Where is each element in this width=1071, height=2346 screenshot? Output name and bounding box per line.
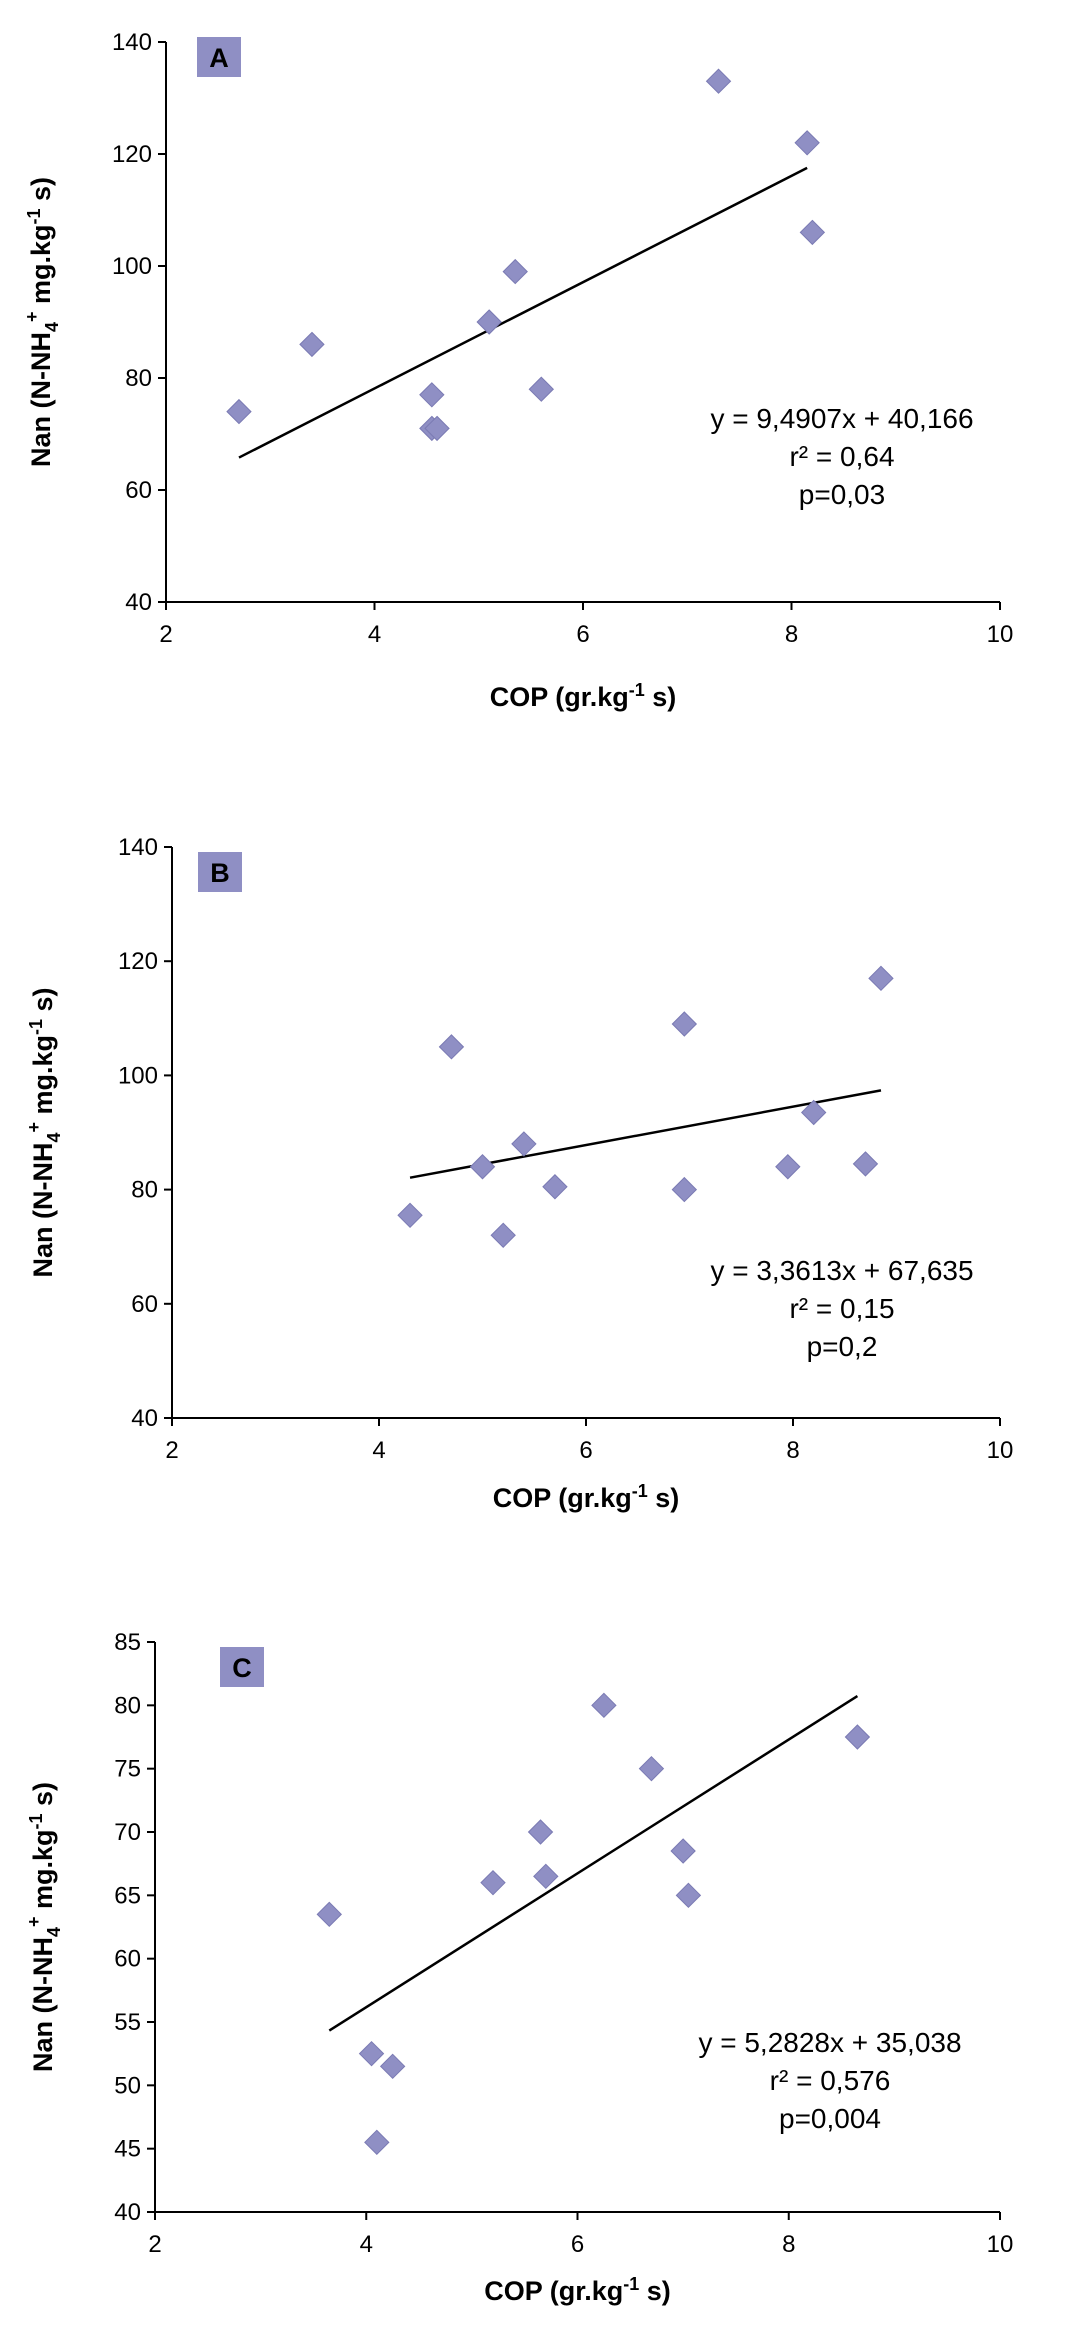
y-tick-label: 80 <box>125 365 152 392</box>
panel-badge <box>220 1647 264 1687</box>
data-point <box>868 965 894 992</box>
y-tick-label: 100 <box>118 1062 158 1089</box>
data-point <box>671 1176 698 1203</box>
data-point <box>316 1901 342 1928</box>
data-point <box>527 1819 554 1845</box>
x-tick-label: 8 <box>785 621 798 648</box>
y-tick-label: 60 <box>131 1291 158 1318</box>
p-value: p=0,2 <box>807 1331 878 1362</box>
y-tick-label: 70 <box>114 1819 141 1846</box>
y-tick-label: 65 <box>114 1882 141 1909</box>
x-tick-label: 10 <box>987 1437 1014 1464</box>
y-tick-label: 85 <box>114 1629 141 1656</box>
x-tick-label: 6 <box>576 621 589 648</box>
data-point <box>490 1222 516 1248</box>
data-point <box>542 1174 568 1200</box>
data-point <box>358 2040 385 2067</box>
p-value: p=0,004 <box>779 2103 881 2134</box>
y-tick-label: 45 <box>114 2136 141 2163</box>
y-tick-label: 55 <box>114 2009 141 2036</box>
panel-label: C <box>232 1653 252 1683</box>
p-value: p=0,03 <box>799 479 885 510</box>
x-tick-label: 2 <box>159 621 172 648</box>
x-tick-label: 2 <box>148 2231 161 2258</box>
data-point <box>397 1202 423 1229</box>
data-point <box>379 2053 406 2080</box>
y-tick-label: 75 <box>114 1756 141 1783</box>
data-point <box>299 331 325 358</box>
x-tick-label: 4 <box>372 1437 385 1464</box>
y-tick-label: 80 <box>131 1177 158 1204</box>
x-tick-label: 4 <box>360 2231 373 2258</box>
x-tick-label: 6 <box>579 1437 592 1464</box>
y-tick-label: 140 <box>118 834 158 861</box>
chart-panel-c: 40 45 50 55 60 65 70 75 80 85 2 4 6 8 10 COP (gr.kg-1 s… <box>24 1629 1013 2306</box>
regression-equation: y = 5,2828x + 35,038 <box>698 2027 961 2058</box>
data-point <box>775 1154 801 1180</box>
x-axis-title: COP (gr.kg-1 s) <box>484 2274 671 2306</box>
y-tick-label: 50 <box>114 2072 141 2099</box>
data-point <box>533 1863 559 1890</box>
data-point <box>438 1034 465 1060</box>
x-tick-label: 8 <box>786 1437 799 1464</box>
data-point <box>511 1131 537 1157</box>
x-tick-label: 10 <box>987 621 1014 648</box>
data-point <box>528 376 555 402</box>
regression-equation: y = 3,3613x + 67,635 <box>710 1255 973 1286</box>
data-point <box>419 382 445 408</box>
data-point <box>226 398 252 425</box>
panel-label: B <box>210 858 230 888</box>
x-tick-label: 6 <box>571 2231 584 2258</box>
y-axis-title: Nan (N-NH4+ mg.kg-1 s) <box>24 1782 64 2072</box>
data-point <box>800 1099 827 1126</box>
x-axis-title: COP (gr.kg-1 s) <box>493 1481 680 1513</box>
y-tick-label: 100 <box>112 253 152 280</box>
data-point <box>670 1838 696 1864</box>
trendline <box>238 166 808 459</box>
trendline <box>328 1694 859 2032</box>
y-tick-label: 40 <box>131 1405 158 1432</box>
y-tick-label: 60 <box>125 477 152 504</box>
r-squared: r² = 0,576 <box>770 2065 891 2096</box>
data-point <box>638 1755 665 1782</box>
r-squared: r² = 0,15 <box>789 1293 894 1324</box>
data-point <box>794 130 820 156</box>
y-tick-label: 140 <box>112 29 152 56</box>
data-point <box>705 68 732 94</box>
data-point <box>675 1882 702 1909</box>
x-tick-label: 2 <box>165 1437 178 1464</box>
x-tick-label: 8 <box>782 2231 795 2258</box>
data-point <box>844 1724 871 1750</box>
panel-badge <box>198 852 242 892</box>
panel-label: A <box>209 43 229 73</box>
y-tick-label: 120 <box>112 141 152 168</box>
data-point <box>852 1151 879 1177</box>
x-axis-title: COP (gr.kg-1 s) <box>490 680 677 712</box>
chart-panel-b: 40 60 80 100 120 140 2 4 6 8 10 COP (gr.kg-1 s) Nan … <box>24 834 1013 1513</box>
data-point <box>469 1154 496 1180</box>
data-point <box>476 309 502 335</box>
y-axis-title: Nan (N-NH4+ mg.kg-1 s) <box>22 177 62 467</box>
y-tick-label: 120 <box>118 948 158 975</box>
data-point <box>591 1692 617 1719</box>
y-tick-label: 60 <box>114 1946 141 1973</box>
panel-badge <box>197 37 241 77</box>
data-point <box>671 1011 698 1037</box>
data-point <box>480 1869 506 1896</box>
y-tick-label: 40 <box>114 2199 141 2226</box>
y-axis-title: Nan (N-NH4+ mg.kg-1 s) <box>24 987 64 1277</box>
data-point <box>799 219 826 246</box>
data-point <box>424 415 450 442</box>
y-tick-label: 80 <box>114 1692 141 1719</box>
regression-equation: y = 9,4907x + 40,166 <box>710 403 973 434</box>
r-squared: r² = 0,64 <box>789 441 894 472</box>
y-tick-label: 40 <box>125 589 152 616</box>
chart-panel-a: 40 60 80 100 120 140 2 4 6 8 10 COP (gr.kg-1 s) Nan … <box>22 29 1013 712</box>
x-tick-label: 10 <box>987 2231 1014 2258</box>
data-point <box>364 2129 390 2156</box>
data-point <box>502 258 528 285</box>
x-tick-label: 4 <box>368 621 381 648</box>
